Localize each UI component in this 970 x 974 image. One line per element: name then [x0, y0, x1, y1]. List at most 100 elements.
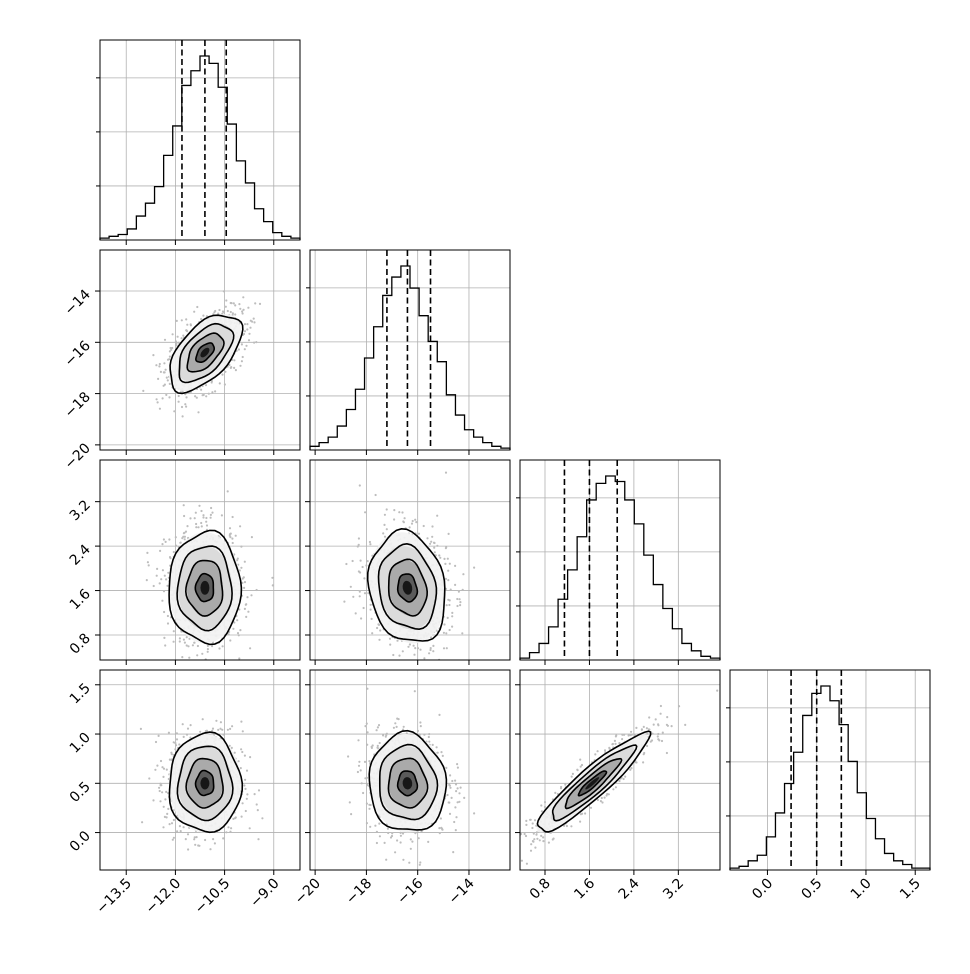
x-ticklabel-0-1: −12.0	[143, 876, 185, 918]
x-ticklabel-3-3: 1.5	[897, 876, 924, 903]
density-level-1-0-4	[200, 347, 210, 358]
panel-3-2	[515, 669, 721, 875]
hist-frame-3	[729, 669, 931, 871]
panel-3-0	[95, 669, 301, 875]
y-ticklabels-row-2: 0.8 1.6 2.4 3.2	[67, 497, 94, 657]
panel-frame-3-2	[519, 669, 721, 871]
hist-frame-0	[99, 39, 301, 241]
hist-grid-2	[520, 460, 720, 660]
hist-steps-2	[519, 475, 721, 660]
contour-1-0-3	[169, 314, 244, 395]
density-shade-2-0	[168, 532, 241, 644]
contour-2-1-0	[396, 573, 419, 603]
density-shade-3-0	[168, 734, 241, 833]
y-ticklabel-3-0: 0.0	[67, 828, 94, 855]
density-level-2-0-4	[200, 580, 210, 595]
y-ticklabel-3-2: 1.0	[67, 730, 94, 757]
panel-content-2-1	[310, 460, 510, 660]
panel-2-1	[305, 459, 511, 665]
contour-3-0-3	[168, 731, 244, 834]
x-ticklabel-2-0: 0.8	[527, 876, 554, 903]
x-ticklabel-3-2: 1.0	[848, 876, 875, 903]
x-ticklabel-1-0: −20	[292, 876, 324, 908]
x-ticklabel-0-3: −9.0	[247, 876, 282, 911]
x-ticklabel-1-2: −16	[394, 875, 426, 907]
hist-panel-1	[306, 249, 511, 455]
y-ticklabel-2-1: 1.6	[67, 586, 94, 613]
hist-panel-2	[516, 459, 721, 665]
contour-3-1-0	[396, 770, 419, 797]
x-ticklabel-1-1: −18	[343, 876, 375, 908]
contour-3-0-0	[194, 769, 215, 797]
x-ticklabel-1-3: −14	[446, 875, 478, 907]
hist-panel-0	[96, 39, 301, 245]
contour-2-1-1	[387, 558, 429, 617]
contour-3-0-2	[176, 745, 234, 822]
y-ticklabel-1-0: −20	[62, 440, 94, 472]
y-ticklabel-2-3: 3.2	[67, 497, 94, 524]
contour-2-0-3	[168, 529, 243, 646]
x-ticklabel-2-2: 2.4	[616, 875, 643, 902]
hist-grid-0	[100, 40, 300, 240]
contour-3-2-2	[551, 744, 638, 822]
panel-frame-1-0	[99, 249, 301, 451]
x-ticklabels-col-0: −13.5 −12.0 −10.5 −9.0	[93, 876, 282, 918]
density-level-2-1-4	[402, 580, 413, 595]
panel-frame-3-1	[309, 669, 511, 871]
contour-3-2-1	[564, 757, 623, 810]
x-ticklabel-0-2: −10.5	[192, 876, 234, 918]
contour-3-2-0	[577, 770, 608, 797]
contour-3-1-3	[368, 729, 448, 831]
contour-1-0-1	[186, 332, 225, 373]
y-ticklabel-1-2: −16	[62, 338, 94, 370]
hist-frame-1	[309, 249, 511, 451]
panel-frame-2-0	[99, 459, 301, 661]
panel-frame-3-0	[99, 669, 301, 871]
panel-frame-2-1	[309, 459, 511, 661]
hist-steps-1	[309, 265, 511, 450]
y-ticklabel-1-1: −18	[62, 389, 94, 421]
y-ticklabels-row-1: −20 −18 −16 −14	[62, 286, 94, 472]
y-ticklabel-1-3: −14	[62, 286, 94, 318]
y-ticklabel-2-0: 0.8	[67, 631, 94, 658]
y-ticklabel-3-3: 1.5	[67, 680, 94, 707]
hist-panel-3	[726, 669, 931, 875]
contour-2-0-1	[184, 559, 224, 617]
contour-3-2-3	[536, 730, 652, 833]
x-ticklabel-2-3: 3.2	[660, 876, 687, 903]
panel-1-0	[95, 249, 301, 455]
contour-3-1-2	[379, 743, 439, 821]
contour-2-1-3	[366, 527, 446, 642]
x-ticklabel-3-0: 0.0	[749, 876, 776, 903]
density-level-3-0-4	[200, 777, 210, 790]
density-level-3-1-4	[402, 777, 413, 790]
contour-3-1-1	[387, 757, 429, 809]
contour-2-1-2	[377, 542, 438, 631]
x-ticklabels-col-3: 0.0 0.5 1.0 1.5	[749, 876, 924, 903]
contour-1-0-0	[194, 342, 215, 363]
density-shade-3-1	[368, 734, 446, 833]
panel-3-1	[305, 669, 511, 875]
x-ticklabels-col-1: −20 −18 −16 −14	[292, 875, 478, 907]
density-level-3-2-4	[585, 777, 600, 790]
y-ticklabel-3-1: 0.5	[67, 779, 94, 806]
contour-2-0-0	[194, 572, 215, 603]
x-ticklabel-2-1: 1.6	[571, 875, 598, 902]
hist-steps-0	[99, 55, 301, 240]
density-shade-1-0	[168, 314, 241, 392]
panel-content-3-2	[520, 670, 720, 870]
hist-steps-3	[729, 685, 931, 870]
contour-3-0-1	[185, 757, 224, 809]
x-ticklabels-col-2: 0.8 1.6 2.4 3.2	[527, 875, 687, 902]
panel-content-1-0	[100, 250, 300, 450]
panel-content-3-1	[310, 670, 510, 870]
x-ticklabel-0-0: −13.5	[93, 876, 135, 918]
hist-frame-2	[519, 459, 721, 661]
y-ticklabel-2-2: 2.4	[67, 542, 94, 569]
contour-1-0-2	[178, 322, 235, 384]
panel-content-2-0	[100, 460, 300, 660]
panel-content-3-0	[100, 670, 300, 870]
x-ticklabel-3-1: 0.5	[798, 876, 825, 903]
